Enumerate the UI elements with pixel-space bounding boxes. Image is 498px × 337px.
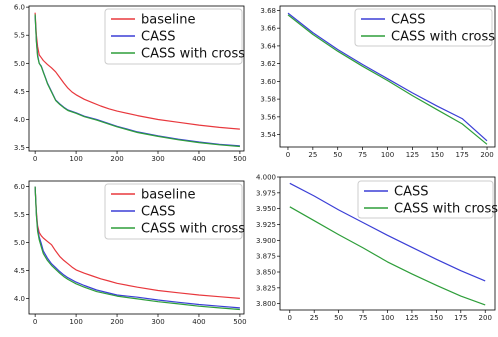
series-line-baseline xyxy=(34,186,240,299)
series-line-cass-with-cross xyxy=(287,14,488,145)
x-tick-label: 500 xyxy=(233,155,246,163)
x-tick-label: 200 xyxy=(480,151,493,159)
chart-panel-top-left: 0 100 200 300 400 500 3.5 4.0 4.5 5.0 5.5 6.0 baseli… xyxy=(14,4,247,163)
x-tick-label: 75 xyxy=(359,314,368,322)
y-tick-label: 6.0 xyxy=(14,4,25,12)
legend xyxy=(357,180,494,219)
legend xyxy=(354,8,493,47)
y-tick-label: 3.68 xyxy=(260,7,276,15)
legend-label: CASS with cross xyxy=(391,30,495,45)
y-tick-label: 3.925 xyxy=(256,221,276,229)
x-tick-label: 0 xyxy=(33,155,37,163)
series-line-cass-with-cross xyxy=(34,14,240,148)
y-tick-label: 3.54 xyxy=(260,131,276,139)
x-tick-label: 25 xyxy=(308,151,317,159)
y-tick-label: 3.900 xyxy=(256,237,276,245)
y-tick-label: 5.5 xyxy=(14,32,25,40)
y-tick-label: 3.58 xyxy=(260,96,276,104)
y-tick-label: 3.850 xyxy=(256,269,276,277)
x-tick-label: 175 xyxy=(455,151,468,159)
y-tick-label: 5.0 xyxy=(14,239,25,247)
y-tick-label: 5.5 xyxy=(14,211,25,219)
y-tick-label: 3.62 xyxy=(260,60,276,68)
x-tick-label: 300 xyxy=(151,318,164,326)
x-tick-label: 100 xyxy=(381,314,394,322)
series-line-cass xyxy=(34,186,240,309)
y-tick-label: 3.875 xyxy=(256,253,276,261)
plot-frame xyxy=(28,5,245,152)
x-tick-label: 200 xyxy=(110,318,123,326)
legend-label: CASS xyxy=(141,205,175,220)
x-tick-label: 400 xyxy=(192,318,205,326)
y-tick-label: 3.975 xyxy=(256,189,276,197)
x-tick-label: 400 xyxy=(192,155,205,163)
x-tick-label: 50 xyxy=(333,151,342,159)
y-tick-label: 3.5 xyxy=(14,144,25,152)
x-tick-label: 50 xyxy=(334,314,343,322)
y-tick-label: 5.0 xyxy=(14,60,25,68)
legend-label: baseline xyxy=(141,188,195,203)
legend xyxy=(104,8,243,65)
x-tick-label: 100 xyxy=(69,155,82,163)
x-tick-label: 100 xyxy=(69,318,82,326)
legend-label: CASS xyxy=(394,185,428,200)
y-tick-label: 6.0 xyxy=(14,183,25,191)
legend-label: CASS xyxy=(141,30,175,45)
y-tick-label: 4.0 xyxy=(14,116,25,124)
y-tick-label: 3.56 xyxy=(260,113,276,121)
y-tick-label: 3.66 xyxy=(260,25,276,33)
y-tick-label: 4.5 xyxy=(14,267,25,275)
x-tick-label: 200 xyxy=(110,155,123,163)
y-tick-label: 4.5 xyxy=(14,88,25,96)
legend-label: CASS with cross xyxy=(141,47,245,62)
plot-frame xyxy=(28,180,245,315)
chart-panel-top-right: 0 25 50 75 100 125 150 175 200 3.54 3.56 3.58 3.60 3.… xyxy=(260,5,496,159)
legend-label: CASS with cross xyxy=(394,202,498,217)
y-tick-label: 4.0 xyxy=(14,295,25,303)
x-tick-label: 75 xyxy=(358,151,367,159)
y-tick-label: 3.825 xyxy=(256,284,276,292)
legend-label: CASS xyxy=(391,13,425,28)
x-tick-label: 500 xyxy=(233,318,246,326)
chart-panel-bottom-right: 0 25 50 75 100 125 150 175 200 3.800 3.825 3.850 3.8… xyxy=(256,174,498,323)
series-line-cass-with-cross xyxy=(34,186,240,311)
legend-label: baseline xyxy=(141,13,195,28)
series-line-cass xyxy=(289,182,486,282)
chart-panel-bottom-left: 0 100 200 300 400 500 4.0 4.5 5.0 5.5 6.0 baseline C… xyxy=(14,180,247,326)
y-tick-label: 3.60 xyxy=(260,78,276,86)
series-line-cass-with-cross xyxy=(289,206,486,306)
x-tick-label: 125 xyxy=(405,314,418,322)
x-tick-label: 0 xyxy=(33,318,37,326)
y-tick-label: 3.800 xyxy=(256,300,276,308)
x-tick-label: 200 xyxy=(479,314,492,322)
series-line-cass xyxy=(287,12,488,142)
x-tick-label: 0 xyxy=(288,314,292,322)
x-tick-label: 150 xyxy=(431,151,444,159)
x-tick-label: 125 xyxy=(406,151,419,159)
x-tick-label: 25 xyxy=(310,314,319,322)
x-tick-label: 175 xyxy=(454,314,467,322)
x-tick-label: 100 xyxy=(381,151,394,159)
y-tick-label: 3.64 xyxy=(260,42,276,50)
x-tick-label: 300 xyxy=(151,155,164,163)
legend-label: CASS with cross xyxy=(141,222,245,237)
y-tick-label: 4.000 xyxy=(256,174,276,182)
y-tick-label: 3.950 xyxy=(256,205,276,213)
series-line-baseline xyxy=(34,12,240,130)
legend xyxy=(104,183,243,240)
x-tick-label: 150 xyxy=(430,314,443,322)
x-tick-label: 0 xyxy=(286,151,290,159)
